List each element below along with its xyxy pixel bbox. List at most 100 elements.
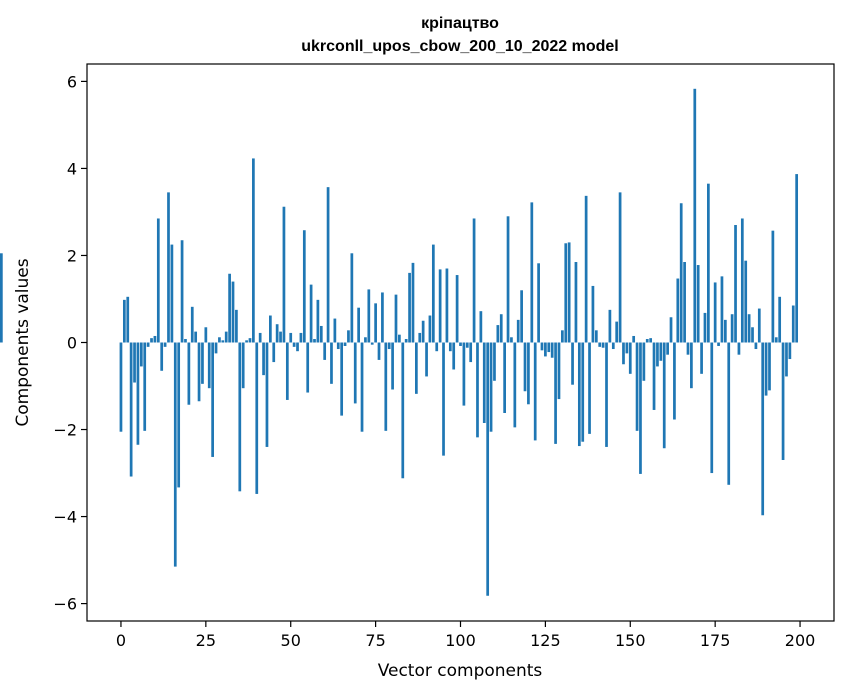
x-tick-label: 200 xyxy=(785,631,816,650)
bar xyxy=(707,183,710,343)
bar xyxy=(357,307,360,343)
bar xyxy=(683,262,686,343)
bar xyxy=(197,342,201,402)
bar xyxy=(153,335,157,343)
x-tick-label: 125 xyxy=(530,631,561,650)
bar xyxy=(564,243,568,343)
bar xyxy=(133,342,136,383)
bar xyxy=(377,342,381,360)
bar xyxy=(679,203,683,343)
x-tick-label: 50 xyxy=(281,631,301,650)
bar xyxy=(584,195,588,343)
bar xyxy=(221,340,225,343)
bar xyxy=(323,342,327,360)
bar xyxy=(747,314,751,343)
bar xyxy=(645,339,649,343)
bar xyxy=(666,342,669,355)
bar xyxy=(401,342,405,479)
bar xyxy=(350,253,354,343)
bar xyxy=(737,342,741,355)
bar xyxy=(306,342,310,393)
bar xyxy=(527,342,530,405)
x-tick-label: 150 xyxy=(615,631,646,650)
bar xyxy=(774,337,778,343)
bar xyxy=(530,202,534,343)
bar xyxy=(265,342,269,447)
bar xyxy=(723,319,727,343)
bar xyxy=(180,240,184,343)
bar xyxy=(279,331,282,343)
bar xyxy=(510,337,513,343)
bar xyxy=(445,268,449,343)
chart-subtitle: ukrconll_upos_cbow_200_10_2022 model xyxy=(301,38,618,55)
bar xyxy=(540,342,544,351)
bar xyxy=(272,342,276,363)
bar xyxy=(391,342,394,390)
bar xyxy=(146,342,150,347)
bar xyxy=(136,342,140,445)
bar xyxy=(448,342,452,352)
bar xyxy=(438,269,442,343)
bar xyxy=(713,282,717,343)
bar xyxy=(547,342,551,353)
bar xyxy=(245,340,248,343)
bar xyxy=(326,187,330,343)
bar xyxy=(571,342,574,385)
bar xyxy=(309,284,313,343)
x-tick-label: 25 xyxy=(196,631,216,650)
bar xyxy=(632,335,636,343)
bar xyxy=(204,327,208,343)
bar xyxy=(693,88,697,343)
bar xyxy=(258,332,262,343)
bar xyxy=(255,342,259,494)
bar xyxy=(248,338,252,343)
x-axis: 0 25 50 75 100 125 150 175 200 xyxy=(116,621,815,650)
bar xyxy=(496,325,500,343)
bar xyxy=(275,324,279,343)
bar xyxy=(781,342,785,460)
bar xyxy=(126,296,130,343)
bar xyxy=(598,342,602,347)
x-tick-label: 75 xyxy=(365,631,385,650)
bar xyxy=(214,342,218,354)
bar xyxy=(394,294,398,343)
bar xyxy=(662,342,666,449)
bar xyxy=(506,216,510,343)
bar xyxy=(336,342,340,350)
bar xyxy=(173,342,177,567)
bar xyxy=(550,342,554,358)
bar xyxy=(785,342,788,377)
bar xyxy=(211,342,214,457)
bar xyxy=(381,292,384,343)
bar xyxy=(537,263,540,343)
chart-title: кріпацтво xyxy=(421,15,499,32)
bar xyxy=(330,342,333,384)
bar xyxy=(122,299,126,343)
bar xyxy=(384,342,388,431)
bar xyxy=(452,342,456,370)
bar xyxy=(353,342,357,404)
bar xyxy=(557,342,561,400)
bar xyxy=(720,276,724,343)
bar xyxy=(296,342,299,352)
bar xyxy=(639,342,642,474)
bar xyxy=(761,342,765,516)
bar xyxy=(364,337,367,343)
bar xyxy=(727,342,731,485)
bar xyxy=(523,342,527,392)
bar xyxy=(292,342,296,347)
bar xyxy=(489,342,493,432)
bar xyxy=(686,342,690,355)
bar xyxy=(425,342,428,377)
bar xyxy=(170,244,174,343)
bar xyxy=(150,338,153,343)
y-tick-label: −4 xyxy=(53,508,77,527)
bar xyxy=(499,314,503,343)
bar xyxy=(791,305,795,343)
bar xyxy=(795,174,799,343)
bar xyxy=(717,342,720,346)
bar xyxy=(673,342,676,420)
bar xyxy=(235,309,238,343)
bar xyxy=(567,242,571,343)
